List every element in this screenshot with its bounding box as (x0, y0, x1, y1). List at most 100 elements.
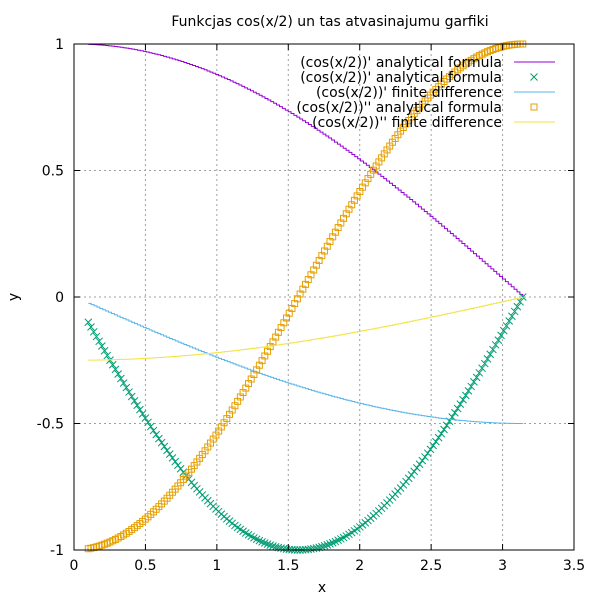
data-point (174, 461, 182, 470)
legend-label: (cos(x/2))' analytical formula (300, 55, 502, 71)
data-point (499, 326, 508, 335)
data-point (176, 464, 185, 473)
data-point (125, 388, 133, 396)
data-point (442, 421, 451, 430)
data-point (510, 307, 519, 316)
data-point (432, 437, 440, 446)
data-point (108, 360, 117, 369)
x-axis-label: x (318, 580, 326, 596)
data-point (418, 456, 427, 465)
data-point (138, 410, 147, 418)
data-point (494, 336, 503, 344)
series-line (88, 302, 524, 424)
data-point (144, 418, 152, 427)
data-point (483, 355, 492, 363)
x-tick-label: 3.5 (563, 558, 585, 574)
data-point (92, 332, 101, 341)
data-point (470, 378, 478, 386)
data-point (407, 470, 416, 479)
series-2 (84, 293, 527, 554)
data-point (453, 404, 462, 413)
data-point (152, 430, 161, 439)
data-point (429, 441, 438, 450)
data-point (461, 391, 470, 400)
data-point (413, 464, 421, 472)
data-point (472, 373, 481, 382)
data-point (127, 392, 136, 401)
data-point (421, 453, 429, 461)
data-point (320, 541, 329, 550)
data-point (326, 539, 334, 548)
y-tick-label: 0 (55, 290, 64, 306)
data-point (505, 317, 514, 325)
data-point (328, 538, 337, 547)
data-point (475, 368, 484, 377)
data-point (146, 422, 155, 431)
data-point (459, 395, 467, 404)
x-tick-label: 2 (355, 558, 364, 574)
data-point (141, 414, 150, 422)
x-tick-label: 2.5 (420, 558, 442, 574)
y-axis-label: y (6, 293, 22, 301)
data-point (100, 346, 109, 355)
x-tick-label: 0 (70, 558, 79, 574)
data-point (437, 429, 446, 438)
data-point (260, 539, 269, 547)
data-point (103, 351, 112, 360)
data-point (434, 433, 443, 442)
series-layer (84, 40, 527, 554)
data-point (323, 541, 332, 549)
data-point (160, 442, 169, 451)
data-point (486, 350, 495, 359)
legend-label: (cos(x/2))' finite difference (316, 85, 502, 101)
x-tick-label: 1.5 (277, 558, 299, 574)
data-point (168, 454, 177, 462)
series-3 (88, 302, 524, 424)
ticks: 0 0.5 1 1.5 2 2.5 3 3.5 -1 -0.5 0 0.5 1 (37, 37, 585, 574)
legend-swatch (530, 73, 538, 81)
data-point (502, 321, 511, 330)
data-point (119, 379, 128, 387)
y-tick-label: 1 (55, 37, 64, 53)
data-point (480, 359, 489, 368)
data-point (415, 460, 424, 469)
y-tick-label: -1 (50, 543, 64, 559)
data-point (456, 400, 465, 408)
legend-swatch (530, 103, 538, 111)
data-point (84, 318, 93, 327)
x-tick-label: 0.5 (134, 558, 156, 574)
chart-title: Funkcjas cos(x/2) un tas atvasinajumu ga… (171, 14, 488, 30)
y-tick-label: 0.5 (42, 164, 64, 180)
data-point (491, 340, 500, 349)
data-point (426, 445, 435, 454)
data-point (163, 446, 171, 455)
data-point (440, 425, 448, 434)
data-point (87, 323, 95, 331)
legend: (cos(x/2))' analytical formula (cos(x/2))… (296, 55, 555, 131)
data-point (98, 342, 106, 350)
data-point (410, 467, 419, 476)
y-tick-label: -0.5 (37, 417, 64, 433)
data-point (111, 365, 120, 374)
series-line (88, 297, 524, 361)
data-point (149, 426, 158, 435)
legend-label: (cos(x/2))'' finite difference (312, 115, 502, 131)
data-point (513, 302, 522, 311)
data-point (467, 382, 476, 391)
data-point (95, 337, 104, 346)
data-point (317, 542, 326, 551)
data-point (266, 541, 275, 549)
series-line (88, 43, 524, 297)
data-point (157, 438, 166, 447)
data-point (258, 538, 266, 546)
data-point (136, 405, 144, 414)
grid (74, 44, 574, 550)
series-5 (88, 297, 524, 361)
data-point (451, 408, 459, 417)
data-point (130, 397, 139, 405)
data-point (133, 401, 142, 410)
data-point (89, 327, 98, 336)
data-point (263, 540, 272, 548)
legend-label: (cos(x/2))'' analytical formula (296, 100, 502, 116)
